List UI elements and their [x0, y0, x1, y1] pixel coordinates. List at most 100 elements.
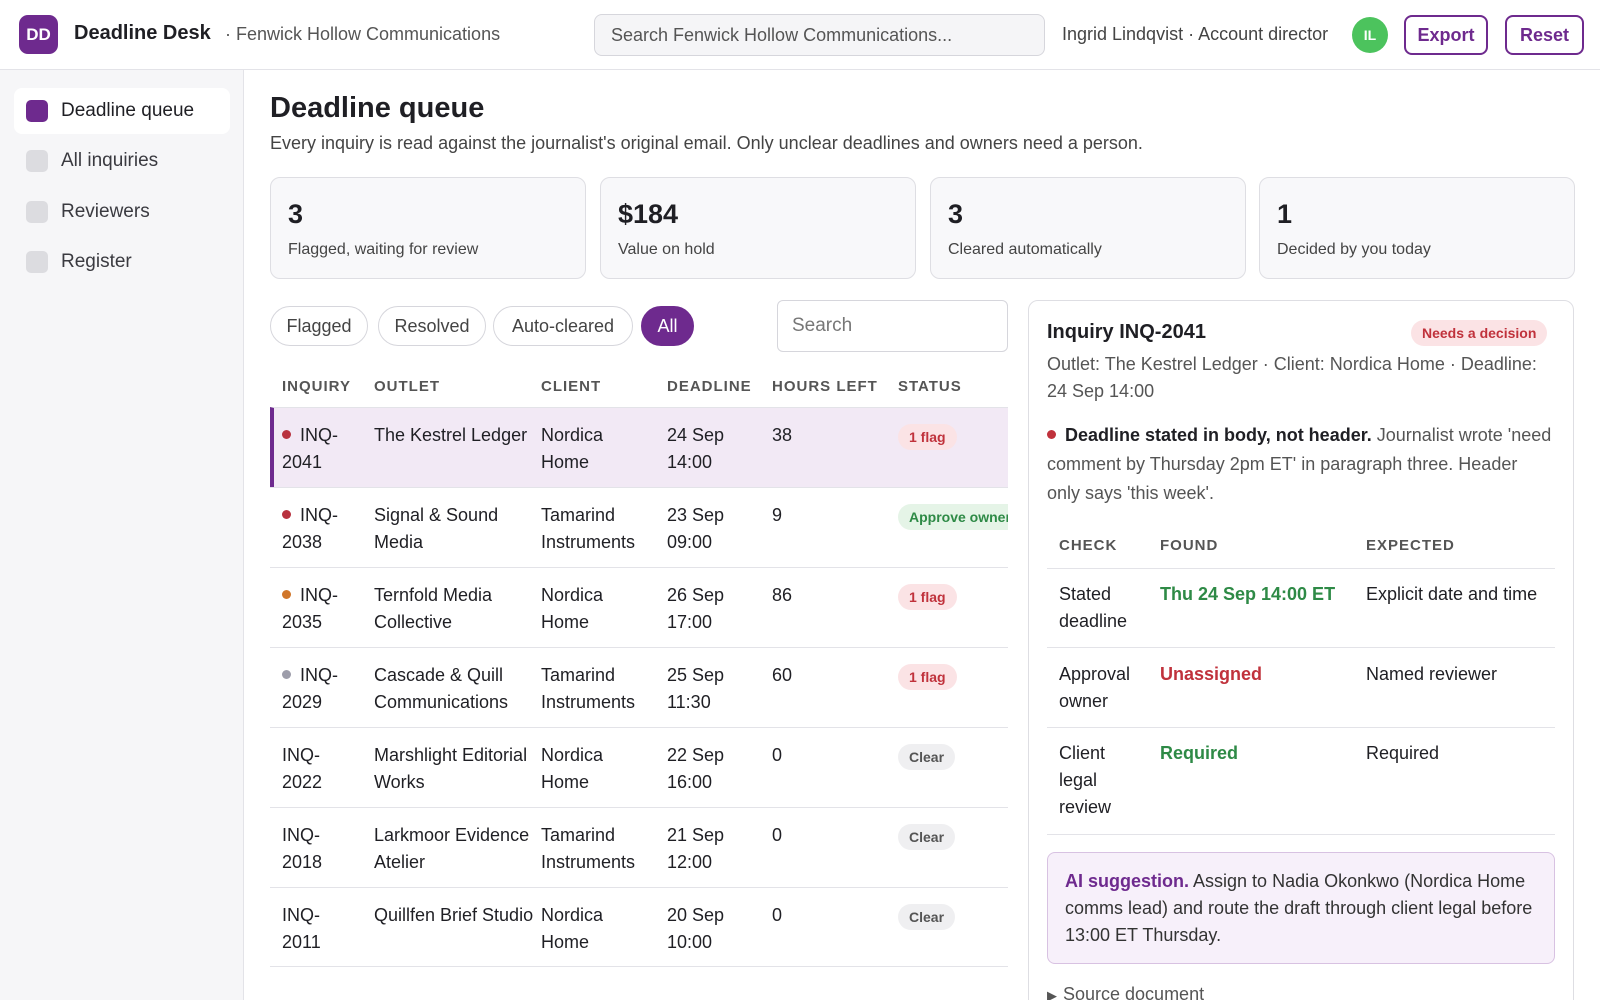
- hours-left-cell: 86: [772, 585, 793, 605]
- table-row[interactable]: INQ-2018 Larkmoor Evidence Atelier Tamar…: [270, 807, 1008, 887]
- deadline-cell: 22 Sep 16:00: [667, 745, 725, 792]
- table-row[interactable]: INQ-2011 Quillfen Brief Studio Nordica H…: [270, 887, 1008, 967]
- hours-left-cell: 9: [772, 505, 783, 525]
- filter-chip-flagged[interactable]: Flagged: [270, 306, 368, 346]
- table-row[interactable]: INQ-2041 The Kestrel Ledger Nordica Home…: [270, 407, 1008, 487]
- ai-text: Assign to Nadia Okonkwo (Nordica Home co…: [1065, 871, 1533, 945]
- sidebar-item-all-inquiries[interactable]: All inquiries: [14, 138, 230, 184]
- status-badge: Clear: [898, 824, 956, 850]
- hours-left-cell: 60: [772, 665, 793, 685]
- client-cell: Nordica Home: [541, 745, 604, 792]
- ai-suggestion-box: AI suggestion. Assign to Nadia Okonkwo (…: [1047, 852, 1555, 964]
- status-badge: Clear: [898, 904, 956, 930]
- client-cell: Nordica Home: [541, 585, 604, 632]
- outlet-cell: The Kestrel Ledger: [374, 425, 528, 445]
- nav-square-icon: [26, 201, 48, 223]
- column-header: EXPECTED: [1366, 537, 1455, 554]
- filter-chip-auto-cleared[interactable]: Auto-cleared: [493, 306, 633, 346]
- table-row[interactable]: INQ-2029 Cascade & Quill Communications …: [270, 647, 1008, 727]
- table-bottom-divider: [270, 966, 1008, 967]
- table-row[interactable]: INQ-2022 Marshlight Editorial Works Nord…: [270, 727, 1008, 807]
- user-label: Ingrid Lindqvist · Account director: [1062, 24, 1329, 44]
- source-document-toggle[interactable]: ▶ Source document: [1047, 984, 1204, 1000]
- deadline-cell: 23 Sep 09:00: [667, 505, 725, 552]
- sidebar-item-label: All inquiries: [61, 150, 159, 171]
- check-divider: [1047, 834, 1555, 835]
- sidebar-item-deadline-queue[interactable]: Deadline queue: [14, 88, 230, 134]
- nav-square-icon: [26, 100, 48, 122]
- column-header: DEADLINE: [667, 378, 752, 395]
- global-search-input[interactable]: Search Fenwick Hollow Communications...: [594, 14, 1045, 56]
- deadline-cell: 20 Sep 10:00: [667, 905, 725, 952]
- check-divider: [1047, 727, 1555, 728]
- nav-square-icon: [26, 251, 48, 273]
- stat-value: 3: [948, 199, 964, 229]
- sidebar-item-reviewers[interactable]: Reviewers: [14, 189, 230, 235]
- sidebar-item-label: Reviewers: [61, 201, 150, 222]
- stat-card-value-on-hold: $184 Value on hold: [600, 177, 916, 279]
- check-divider: [1047, 568, 1555, 569]
- status-badge: Needs a decision: [1411, 320, 1548, 346]
- check-expected: Named reviewer: [1366, 664, 1498, 684]
- table-row[interactable]: INQ-2038 Signal & Sound Media Tamarind I…: [270, 487, 1008, 567]
- inquiry-id-cell: INQ-2018: [282, 825, 323, 872]
- detail-meta: Outlet: The Kestrel Ledger · Client: Nor…: [1047, 354, 1537, 401]
- alert-dot-icon: [1047, 430, 1056, 439]
- inquiry-id-cell: INQ-2041: [282, 425, 338, 472]
- client-cell: Nordica Home: [541, 905, 604, 952]
- stat-label: Flagged, waiting for review: [288, 241, 479, 258]
- filter-chip-all[interactable]: All: [641, 306, 694, 346]
- check-name: Client legal review: [1059, 743, 1112, 817]
- deadline-cell: 26 Sep 17:00: [667, 585, 725, 632]
- stat-card-decided: 1 Decided by you today: [1259, 177, 1575, 279]
- check-found: Unassigned: [1160, 664, 1263, 684]
- ai-label: AI suggestion.: [1065, 871, 1190, 891]
- sidebar-item-register[interactable]: Register: [14, 239, 230, 285]
- hours-left-cell: 38: [772, 425, 793, 445]
- inquiry-id-cell: INQ-2022: [282, 745, 323, 792]
- inquiry-id-cell: INQ-2011: [282, 905, 321, 952]
- reset-button[interactable]: Reset: [1505, 15, 1584, 55]
- stat-value: 3: [288, 199, 304, 229]
- export-button[interactable]: Export: [1404, 15, 1488, 55]
- list-search-input[interactable]: Search: [777, 300, 1008, 352]
- column-header: CHECK: [1059, 537, 1118, 554]
- status-badge: Clear: [898, 744, 956, 770]
- column-header: CLIENT: [541, 378, 602, 395]
- hours-left-cell: 0: [772, 905, 783, 925]
- avatar[interactable]: IL: [1352, 17, 1388, 53]
- app-name: Deadline Desk: [74, 22, 211, 44]
- check-name: Stated deadline: [1059, 584, 1128, 631]
- org-name: · Fenwick Hollow Communications: [225, 24, 501, 44]
- status-badge: Approve owner: [898, 504, 1008, 530]
- sidebar-item-label: Deadline queue: [61, 100, 195, 121]
- page-subtitle: Every inquiry is read against the journa…: [270, 133, 1143, 153]
- issue-title: Deadline stated in body, not header.: [1065, 425, 1372, 445]
- hours-left-cell: 0: [772, 745, 783, 765]
- client-cell: Nordica Home: [541, 425, 604, 472]
- top-bar: DD Deadline Desk · Fenwick Hollow Commun…: [0, 0, 1600, 70]
- client-cell: Tamarind Instruments: [541, 665, 636, 712]
- outlet-cell: Ternfold Media Collective: [374, 585, 493, 632]
- inquiry-detail-panel: Inquiry INQ-2041 Needs a decision Outlet…: [1028, 300, 1574, 1000]
- priority-dot-icon: [282, 590, 291, 599]
- triangle-right-icon: ▶: [1047, 988, 1057, 1000]
- inquiry-table: INQUIRY OUTLET CLIENT DEADLINE HOURS LEF…: [270, 366, 1008, 970]
- outlet-cell: Cascade & Quill Communications: [374, 665, 509, 712]
- filter-chip-resolved[interactable]: Resolved: [378, 306, 486, 346]
- deadline-cell: 24 Sep 14:00: [667, 425, 725, 472]
- check-found: Required: [1160, 743, 1239, 763]
- check-expected: Explicit date and time: [1366, 584, 1538, 604]
- client-cell: Tamarind Instruments: [541, 505, 636, 552]
- table-row[interactable]: INQ-2035 Ternfold Media Collective Nordi…: [270, 567, 1008, 647]
- column-header: HOURS LEFT: [772, 378, 878, 395]
- issue-text: Journalist wrote 'need comment by Thursd…: [1047, 425, 1552, 503]
- stat-value: 1: [1277, 199, 1293, 229]
- inquiry-id-cell: INQ-2038: [282, 505, 338, 552]
- detail-issue: Deadline stated in body, not header. Jou…: [1047, 421, 1552, 508]
- outlet-cell: Larkmoor Evidence Atelier: [374, 825, 530, 872]
- client-cell: Tamarind Instruments: [541, 825, 636, 872]
- nav-square-icon: [26, 150, 48, 172]
- status-badge: 1 flag: [898, 664, 957, 690]
- stat-label: Decided by you today: [1277, 241, 1431, 258]
